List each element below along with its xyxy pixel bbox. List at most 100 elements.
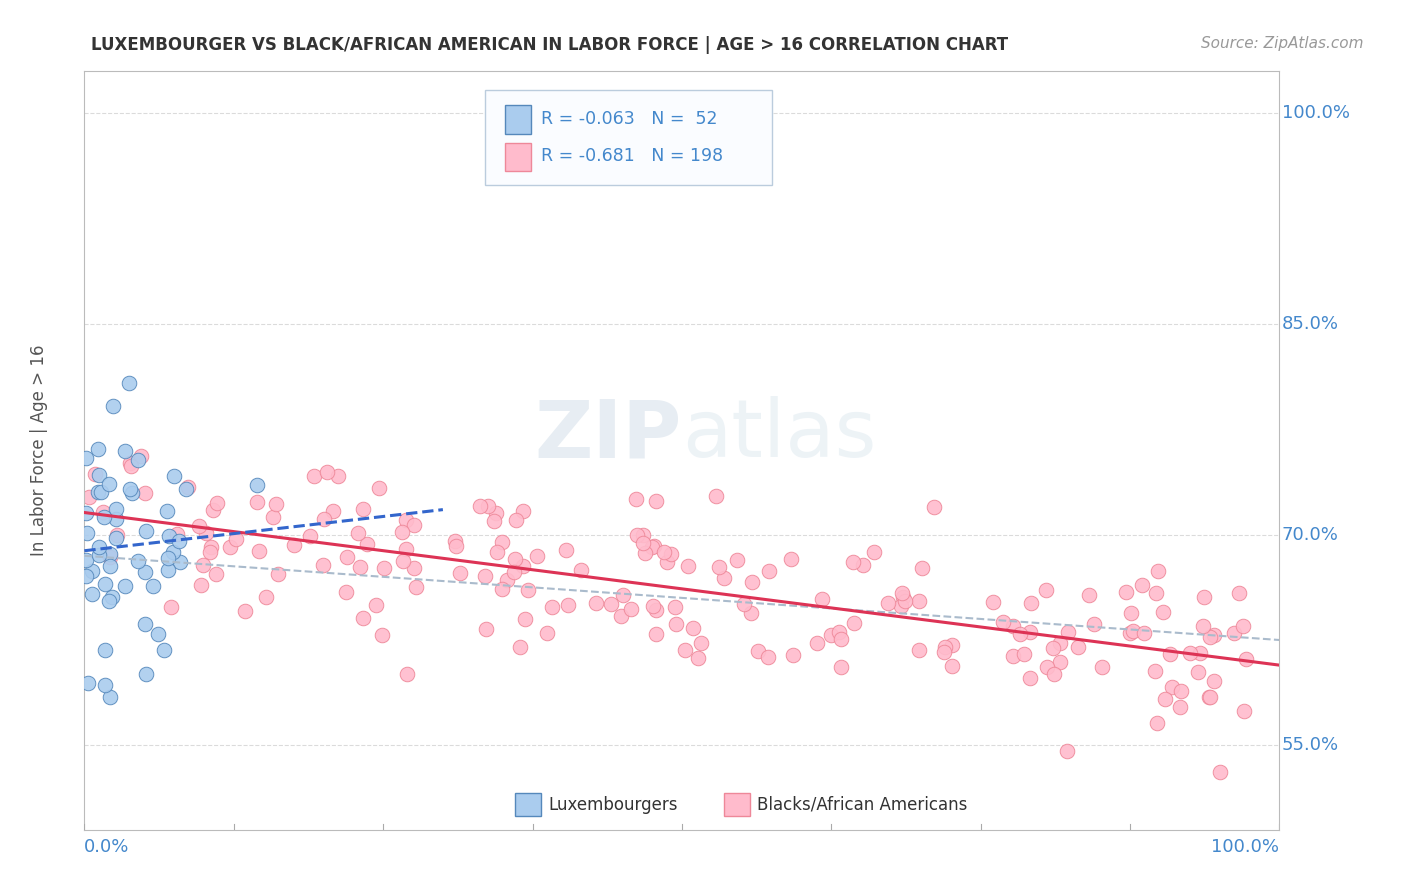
Point	[503, 565, 526, 579]
FancyBboxPatch shape	[505, 143, 531, 171]
Text: atlas: atlas	[682, 396, 876, 475]
Point	[733, 597, 755, 611]
Point	[477, 499, 499, 513]
Point	[645, 494, 668, 508]
Point	[127, 554, 149, 568]
Point	[1189, 646, 1212, 660]
Point	[194, 525, 217, 540]
Point	[1121, 606, 1143, 620]
Point	[1209, 764, 1232, 779]
Point	[541, 599, 564, 614]
Point	[1133, 626, 1156, 640]
Point	[1122, 624, 1144, 639]
Point	[811, 592, 834, 607]
Text: 100.0%: 100.0%	[1282, 104, 1350, 122]
Point	[641, 599, 664, 613]
Point	[747, 644, 769, 658]
Point	[890, 599, 912, 613]
Point	[93, 577, 115, 591]
Point	[352, 611, 374, 625]
Point	[820, 628, 842, 642]
Point	[554, 542, 576, 557]
Point	[1198, 630, 1220, 644]
Point	[569, 563, 592, 577]
Point	[1192, 619, 1215, 633]
Point	[134, 565, 156, 579]
Point	[1233, 704, 1256, 718]
FancyBboxPatch shape	[505, 105, 531, 135]
Point	[97, 476, 120, 491]
Point	[200, 545, 222, 559]
Point	[893, 594, 915, 608]
Point	[267, 567, 290, 582]
FancyBboxPatch shape	[485, 90, 772, 186]
Point	[373, 561, 395, 575]
Point	[444, 540, 467, 554]
Point	[659, 547, 682, 561]
Point	[90, 485, 112, 500]
Point	[509, 640, 531, 654]
Point	[75, 553, 97, 567]
Point	[922, 500, 945, 515]
Point	[395, 542, 418, 557]
Point	[405, 580, 427, 594]
Point	[392, 554, 415, 568]
Point	[167, 534, 190, 549]
Point	[634, 546, 657, 560]
Point	[402, 561, 425, 575]
Point	[655, 555, 678, 569]
Point	[157, 550, 180, 565]
Point	[600, 597, 623, 611]
Point	[505, 513, 527, 527]
Point	[135, 524, 157, 538]
Text: Source: ZipAtlas.com: Source: ZipAtlas.com	[1201, 36, 1364, 51]
Point	[76, 676, 98, 690]
Point	[283, 538, 305, 552]
Point	[370, 627, 392, 641]
Point	[644, 602, 666, 616]
Point	[166, 527, 188, 541]
Point	[610, 609, 633, 624]
Point	[98, 547, 121, 561]
Point	[891, 590, 914, 604]
Point	[1042, 641, 1064, 656]
Point	[911, 561, 934, 575]
Point	[98, 690, 121, 705]
Point	[87, 442, 110, 457]
Point	[495, 574, 517, 588]
Point	[347, 526, 370, 541]
Text: In Labor Force | Age > 16: In Labor Force | Age > 16	[30, 344, 48, 557]
Point	[391, 525, 413, 540]
Point	[1146, 716, 1168, 731]
Point	[1153, 605, 1175, 619]
Point	[174, 482, 197, 496]
Point	[1008, 626, 1031, 640]
Point	[682, 621, 704, 635]
Point	[1198, 690, 1220, 704]
Point	[830, 632, 852, 646]
Point	[134, 617, 156, 632]
Point	[83, 467, 105, 481]
Point	[1019, 596, 1042, 610]
Point	[1115, 585, 1137, 599]
Text: R = -0.063   N =  52: R = -0.063 N = 52	[541, 110, 717, 128]
Point	[844, 615, 866, 630]
Point	[105, 532, 128, 546]
Point	[118, 483, 141, 497]
Point	[396, 667, 419, 681]
Point	[156, 503, 179, 517]
Text: 85.0%: 85.0%	[1282, 315, 1339, 333]
Point	[107, 528, 129, 542]
Point	[842, 555, 865, 569]
Point	[713, 571, 735, 585]
Point	[235, 604, 257, 618]
Point	[163, 468, 186, 483]
Point	[225, 532, 247, 546]
Point	[1018, 671, 1040, 685]
Point	[645, 627, 668, 641]
Point	[468, 500, 491, 514]
Point	[741, 574, 763, 589]
Point	[673, 643, 696, 657]
Point	[204, 566, 226, 581]
Point	[1170, 684, 1192, 698]
